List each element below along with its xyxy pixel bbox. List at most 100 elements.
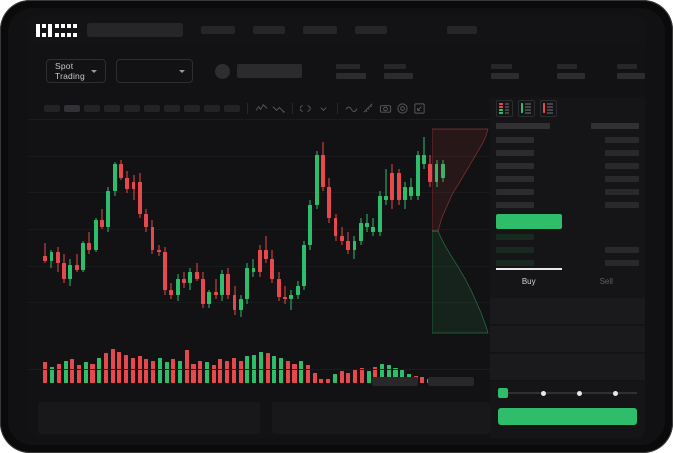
candle — [137, 119, 142, 339]
candle — [377, 119, 382, 339]
candle — [295, 119, 300, 339]
candle — [156, 119, 161, 339]
toolbar-divider — [292, 102, 293, 114]
orderbook-mode-asks[interactable] — [540, 100, 557, 117]
candle — [43, 119, 48, 339]
timeframe-3[interactable] — [84, 104, 100, 112]
compare-icon[interactable] — [300, 102, 313, 115]
candle — [131, 119, 136, 339]
orderbook-mode-bids[interactable] — [518, 100, 535, 117]
timeframe-5[interactable] — [124, 104, 140, 112]
candle — [264, 119, 269, 339]
search-input[interactable] — [87, 23, 183, 37]
order-book-bid-row[interactable] — [496, 233, 639, 240]
slider-stop-50[interactable] — [577, 390, 583, 396]
volume-bar — [178, 360, 183, 383]
amount-percent-slider[interactable] — [498, 388, 637, 398]
order-price-field[interactable] — [490, 298, 645, 325]
order-book-ask-row[interactable] — [496, 149, 639, 156]
bottom-action-2[interactable] — [428, 377, 474, 386]
stat-24h-volume — [557, 63, 585, 79]
gridline — [28, 229, 490, 230]
orderbook-mode-both[interactable] — [496, 100, 513, 117]
chart-pane — [28, 97, 490, 438]
slider-stop-25[interactable] — [541, 390, 547, 396]
volume-bar — [43, 362, 48, 383]
bottom-action-1[interactable] — [372, 377, 418, 386]
candle — [302, 119, 306, 339]
nav-item-1[interactable] — [201, 26, 235, 34]
slider-handle[interactable] — [498, 388, 508, 398]
candle — [182, 119, 186, 339]
order-total-field[interactable] — [490, 354, 645, 381]
table-row[interactable] — [38, 402, 260, 434]
order-book-ask-row[interactable] — [496, 175, 639, 182]
timeframe-4[interactable] — [104, 104, 120, 112]
line-style-icon[interactable] — [345, 102, 358, 115]
fullscreen-icon[interactable] — [413, 102, 426, 115]
timeframe-9[interactable] — [204, 104, 220, 112]
order-book-bid-row[interactable] — [496, 259, 639, 266]
candle — [112, 119, 117, 339]
table-row[interactable] — [272, 402, 490, 434]
timeframe-10[interactable] — [224, 104, 240, 112]
order-book-ask-row[interactable] — [496, 188, 639, 195]
settings-icon[interactable] — [396, 102, 409, 115]
timeframe-7[interactable] — [164, 104, 180, 112]
candle — [308, 119, 313, 339]
nav-item-2[interactable] — [253, 26, 285, 34]
volume-bar — [211, 365, 216, 383]
timeframe-1[interactable] — [44, 104, 60, 112]
order-amount-field[interactable] — [490, 326, 645, 353]
gridline — [28, 302, 490, 304]
volume-bar — [110, 349, 115, 383]
tab-buy[interactable]: Buy — [490, 268, 568, 294]
order-book-bid-row[interactable] — [496, 246, 639, 253]
volume-bar — [386, 365, 391, 383]
timeframe-8[interactable] — [184, 104, 200, 112]
order-book-header — [496, 122, 639, 129]
volume-bar — [171, 359, 176, 383]
more-chevron-icon[interactable] — [317, 102, 330, 115]
candle — [213, 119, 218, 339]
measure-icon[interactable] — [362, 102, 375, 115]
indicator-icon[interactable] — [272, 102, 285, 115]
order-book-ask-row[interactable] — [496, 136, 639, 143]
nav-item-5[interactable] — [447, 26, 477, 34]
nav-item-3[interactable] — [303, 26, 337, 34]
volume-bar — [63, 360, 68, 383]
candle — [257, 119, 262, 339]
order-book-mid-price[interactable] — [496, 214, 562, 229]
chart-type-icon[interactable] — [255, 102, 268, 115]
slider-stop-75[interactable] — [613, 390, 619, 396]
volume-bar — [164, 362, 169, 383]
candle — [358, 119, 363, 339]
chevron-down-icon — [90, 69, 97, 73]
candle — [396, 119, 401, 339]
candle — [403, 119, 407, 339]
volume-bar — [50, 366, 55, 383]
volume-bar — [366, 371, 371, 383]
candlestick-chart[interactable] — [28, 119, 490, 339]
chevron-down-icon — [179, 69, 185, 73]
tab-sell[interactable]: Sell — [599, 276, 613, 286]
volume-bar — [393, 368, 398, 383]
timeframe-6[interactable] — [144, 104, 160, 112]
order-form-tabs: Buy Sell — [490, 268, 645, 294]
candle — [150, 119, 155, 339]
timeframe-2[interactable] — [64, 104, 80, 112]
trading-mode-select[interactable]: Spot Trading — [46, 59, 106, 83]
slider-track — [498, 392, 637, 394]
volume-bar — [83, 362, 88, 383]
order-book-ask-row[interactable] — [496, 162, 639, 169]
submit-order-button[interactable] — [498, 408, 637, 425]
nav-item-4[interactable] — [355, 26, 387, 34]
trading-pair-select[interactable] — [115, 59, 193, 83]
okx-logo[interactable] — [36, 23, 77, 37]
order-book-ask-row[interactable] — [496, 201, 639, 208]
camera-icon[interactable] — [379, 102, 392, 115]
app-screen: Spot Trading — [28, 15, 645, 438]
volume-bar — [346, 372, 351, 383]
candle — [188, 119, 193, 339]
